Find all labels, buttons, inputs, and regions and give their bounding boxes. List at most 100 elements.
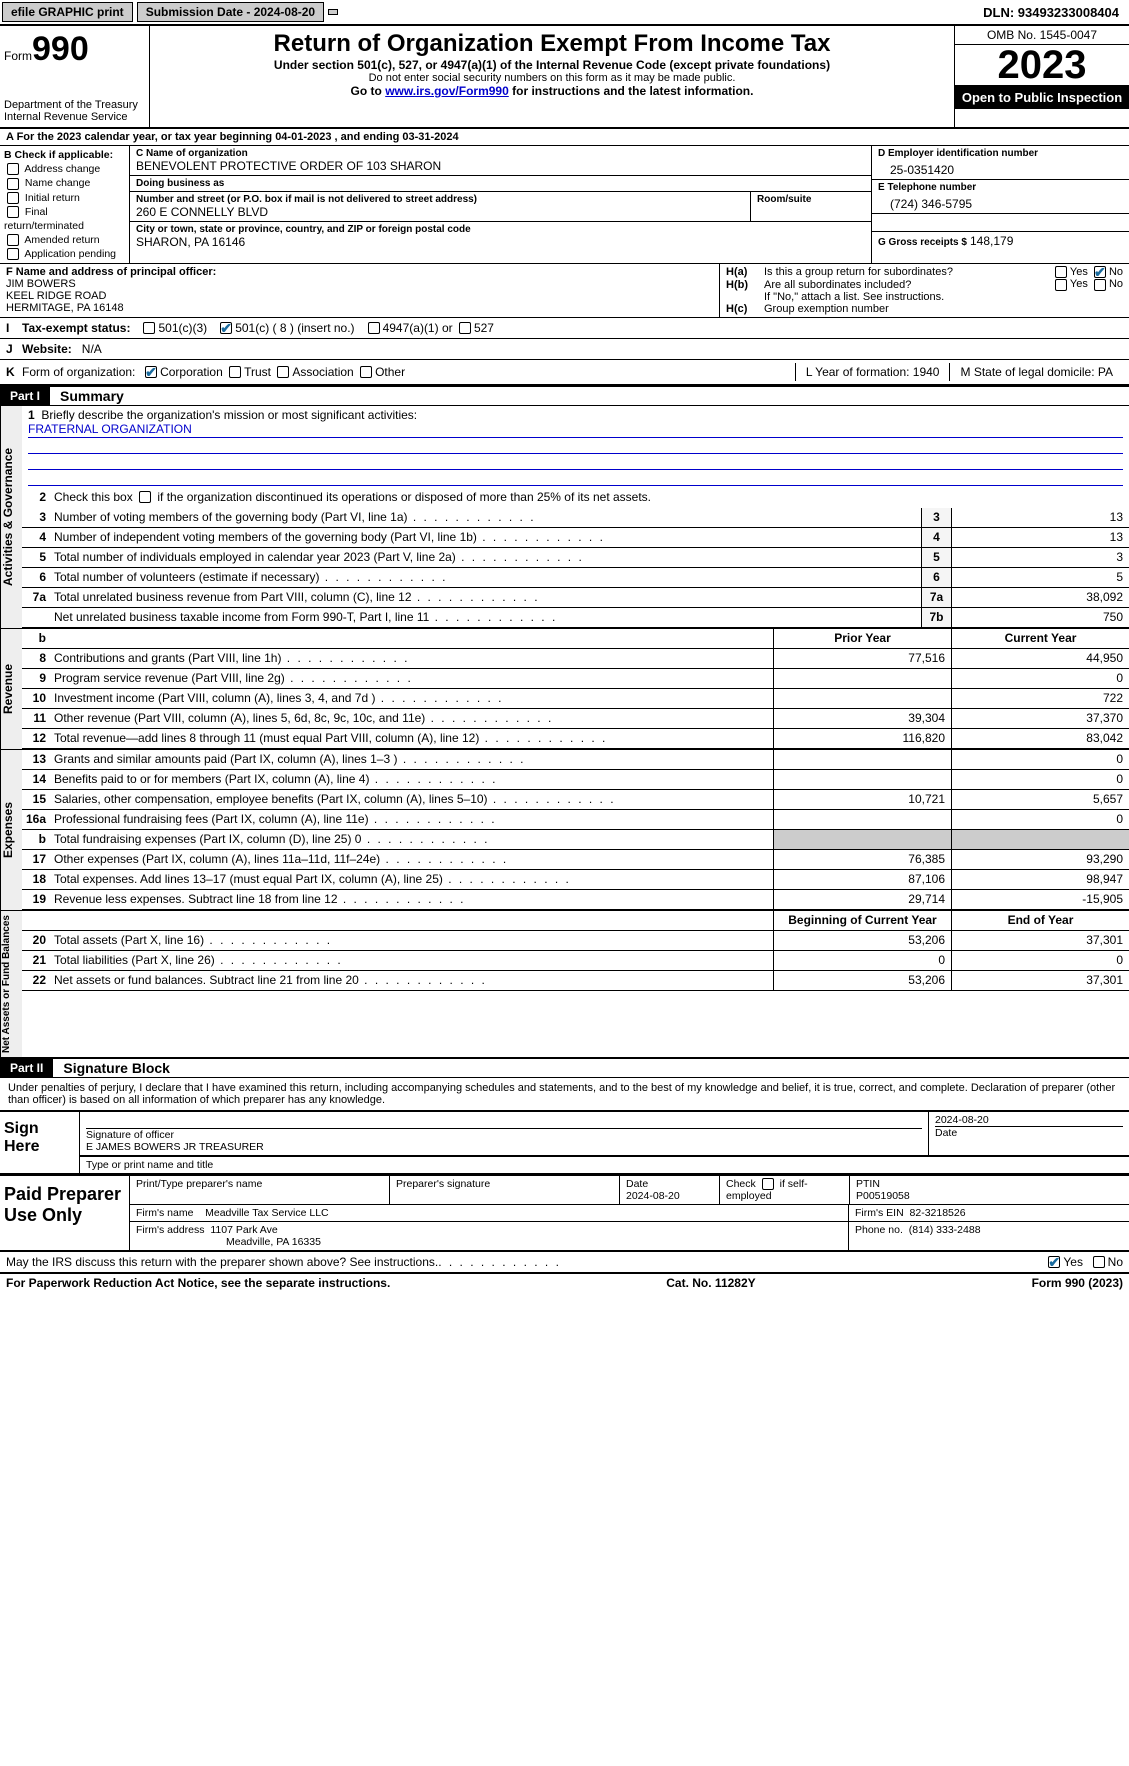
- firm-addr1: 1107 Park Ave: [210, 1224, 277, 1236]
- header-right: OMB No. 1545-0047 2023 Open to Public In…: [954, 26, 1129, 127]
- table-row: 19 Revenue less expenses. Subtract line …: [22, 890, 1129, 910]
- checkbox-discuss-no[interactable]: [1093, 1256, 1105, 1268]
- table-row: 8 Contributions and grants (Part VIII, l…: [22, 649, 1129, 669]
- prep-sig-label: Preparer's signature: [390, 1176, 620, 1204]
- table-row: 13 Grants and similar amounts paid (Part…: [22, 750, 1129, 770]
- table-row: 15 Salaries, other compensation, employe…: [22, 790, 1129, 810]
- line-j: J Website: N/A: [0, 339, 1129, 360]
- section-c: C Name of organization BENEVOLENT PROTEC…: [130, 146, 871, 263]
- website-value: N/A: [82, 342, 102, 356]
- table-row: 9 Program service revenue (Part VIII, li…: [22, 669, 1129, 689]
- dln-label: DLN: 93493233008404: [983, 5, 1129, 20]
- checkbox-501c3[interactable]: [143, 322, 155, 334]
- section-bcd: B Check if applicable: Address change Na…: [0, 146, 1129, 264]
- dba-label: Doing business as: [136, 178, 865, 189]
- header-left: Form990 Department of the Treasury Inter…: [0, 26, 150, 127]
- revenue-block: Revenue b Prior Year Current Year 8 Cont…: [0, 628, 1129, 749]
- expenses-block: Expenses 13 Grants and similar amounts p…: [0, 749, 1129, 910]
- form-number: 990: [32, 30, 89, 68]
- form-word: Form: [4, 49, 32, 63]
- checkbox-trust[interactable]: [229, 366, 241, 378]
- checkbox-hb-yes[interactable]: [1055, 279, 1067, 291]
- officer-city: HERMITAGE, PA 16148: [6, 302, 713, 314]
- officer-street: KEEL RIDGE ROAD: [6, 290, 713, 302]
- section-d: D Employer identification number 25-0351…: [871, 146, 1129, 263]
- ein-label: D Employer identification number: [878, 148, 1123, 159]
- table-row: 11 Other revenue (Part VIII, column (A),…: [22, 709, 1129, 729]
- table-row: Net unrelated business taxable income fr…: [22, 608, 1129, 628]
- officer-name: JIM BOWERS: [6, 278, 713, 290]
- table-row: 17 Other expenses (Part IX, column (A), …: [22, 850, 1129, 870]
- table-row: 5 Total number of individuals employed i…: [22, 548, 1129, 568]
- street-label: Number and street (or P.O. box if mail i…: [136, 194, 744, 205]
- end-year-header: End of Year: [951, 911, 1129, 930]
- form-subtitle: Under section 501(c), 527, or 4947(a)(1)…: [158, 58, 946, 72]
- submission-date-button[interactable]: Submission Date - 2024-08-20: [137, 2, 324, 22]
- table-row: 7a Total unrelated business revenue from…: [22, 588, 1129, 608]
- section-fh: F Name and address of principal officer:…: [0, 264, 1129, 317]
- paid-preparer-label: Paid Preparer Use Only: [0, 1176, 130, 1250]
- mission-value: FRATERNAL ORGANIZATION: [28, 422, 1123, 438]
- table-row: 6 Total number of volunteers (estimate i…: [22, 568, 1129, 588]
- discuss-line: May the IRS discuss this return with the…: [0, 1251, 1129, 1272]
- ptin-value: P00519058: [856, 1190, 1123, 1202]
- checkbox-assoc[interactable]: [277, 366, 289, 378]
- table-row: b Total fundraising expenses (Part IX, c…: [22, 830, 1129, 850]
- firm-addr2: Meadville, PA 16335: [226, 1236, 321, 1248]
- section-f: F Name and address of principal officer:…: [0, 264, 719, 316]
- footer-bottom: For Paperwork Reduction Act Notice, see …: [0, 1272, 1129, 1292]
- gross-value: 148,179: [970, 234, 1013, 248]
- table-row: 18 Total expenses. Add lines 13–17 (must…: [22, 870, 1129, 890]
- firm-name: Meadville Tax Service LLC: [205, 1207, 329, 1219]
- checkbox-amended[interactable]: [7, 234, 19, 246]
- header-mid: Return of Organization Exempt From Incom…: [150, 26, 954, 127]
- section-b-header: B Check if applicable:: [4, 148, 125, 162]
- table-row: 10 Investment income (Part VIII, column …: [22, 689, 1129, 709]
- mission-area: 1 Briefly describe the organization's mi…: [22, 406, 1129, 488]
- efile-print-button[interactable]: efile GRAPHIC print: [2, 2, 133, 22]
- checkbox-address-change[interactable]: [7, 163, 19, 175]
- org-name-value: BENEVOLENT PROTECTIVE ORDER OF 103 SHARO…: [136, 159, 865, 173]
- checkbox-name-change[interactable]: [7, 178, 19, 190]
- current-year-header: Current Year: [951, 629, 1129, 648]
- prep-date: 2024-08-20: [626, 1190, 713, 1202]
- spacer-button: [328, 9, 338, 15]
- checkbox-initial-return[interactable]: [7, 192, 19, 204]
- checkbox-hb-no[interactable]: [1094, 279, 1106, 291]
- self-employed-cell: Check if self-employed: [720, 1176, 850, 1204]
- tel-value: (724) 346-5795: [878, 193, 1123, 211]
- checkbox-self-employed[interactable]: [762, 1178, 774, 1190]
- open-public-label: Open to Public Inspection: [955, 86, 1129, 109]
- firm-phone: (814) 333-2488: [909, 1224, 981, 1236]
- street-value: 260 E CONNELLY BLVD: [136, 205, 744, 219]
- table-row: 20 Total assets (Part X, line 16) 53,206…: [22, 931, 1129, 951]
- table-row: 21 Total liabilities (Part X, line 26) 0…: [22, 951, 1129, 971]
- checkbox-discontinued[interactable]: [139, 491, 151, 503]
- sign-date-value: 2024-08-20: [935, 1114, 1123, 1126]
- checkbox-501c[interactable]: [220, 322, 232, 334]
- checkbox-corp[interactable]: [145, 366, 157, 378]
- paperwork-notice: For Paperwork Reduction Act Notice, see …: [6, 1276, 390, 1290]
- checkbox-527[interactable]: [459, 322, 471, 334]
- checkbox-app-pending[interactable]: [7, 248, 19, 260]
- form-header: Form990 Department of the Treasury Inter…: [0, 26, 1129, 129]
- checkbox-final-return[interactable]: [7, 206, 19, 218]
- calendar-year-line: A For the 2023 calendar year, or tax yea…: [0, 129, 1129, 146]
- part1-header-row: Part I Summary: [0, 385, 1129, 405]
- checkbox-ha-yes[interactable]: [1055, 266, 1067, 278]
- checkbox-other[interactable]: [360, 366, 372, 378]
- top-bar: efile GRAPHIC print Submission Date - 20…: [0, 0, 1129, 26]
- part1-label: Part I: [0, 387, 50, 405]
- year-formation: L Year of formation: 1940: [795, 363, 950, 381]
- table-row: 4 Number of independent voting members o…: [22, 528, 1129, 548]
- checkbox-discuss-yes[interactable]: [1048, 1256, 1060, 1268]
- prior-year-header: Prior Year: [773, 629, 951, 648]
- checkbox-ha-no[interactable]: [1094, 266, 1106, 278]
- tax-year: 2023: [955, 45, 1129, 86]
- gross-label: G Gross receipts $: [878, 237, 967, 248]
- irs-link[interactable]: www.irs.gov/Form990: [385, 84, 509, 98]
- paid-preparer-table: Paid Preparer Use Only Print/Type prepar…: [0, 1174, 1129, 1251]
- checkbox-4947[interactable]: [368, 322, 380, 334]
- side-governance: Activities & Governance: [0, 406, 22, 628]
- governance-block: Activities & Governance 1 Briefly descri…: [0, 405, 1129, 628]
